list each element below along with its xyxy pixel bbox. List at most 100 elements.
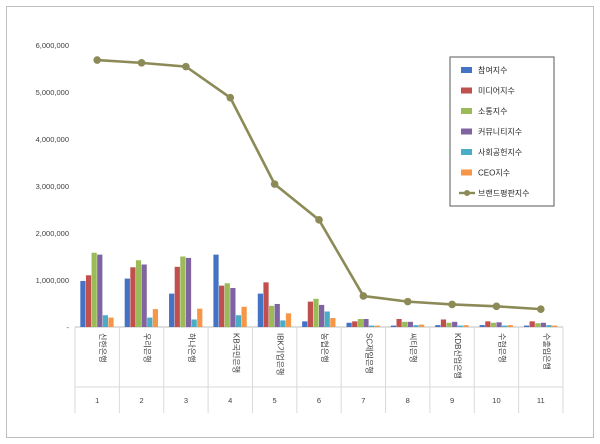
bar [457,325,463,327]
y-tick-label: 3,000,000 [36,182,69,191]
x-tick-label: 우리은행 [143,333,153,362]
line-series-group [93,56,545,313]
bar [263,282,269,327]
bar-series-group [80,252,558,327]
category-number: 8 [406,396,410,405]
bar [274,303,280,327]
bar [224,283,230,327]
y-tick-label: 4,000,000 [36,135,69,144]
bar [135,260,142,327]
line-point [492,302,501,311]
line-point [182,62,190,71]
legend-swatch [461,67,472,73]
bar [147,317,153,327]
bar [374,325,380,327]
legend-label: CEO지수 [478,169,510,178]
bar [191,319,197,327]
bar [463,325,469,327]
bar [435,325,441,327]
y-tick-label: 5,000,000 [36,88,69,97]
bar [235,315,242,327]
bar [502,325,508,327]
category-number: 9 [450,396,454,405]
bar [413,325,419,327]
legend-swatch [461,128,472,135]
bar [241,306,247,327]
bar [85,275,92,327]
y-tick-label: 6,000,000 [36,41,69,50]
bar [529,321,535,327]
bar [330,318,336,327]
bar [507,325,513,327]
bar [91,252,97,327]
x-tick-label: 농협은행 [320,333,330,362]
line-point [359,292,368,300]
chart-frame: - 1,000,000 2,000,000 3,000,000 4,000,000 5,0… [6,6,594,438]
legend-label: 브랜드평판지수 [478,188,530,198]
bar [108,317,114,327]
bar [280,320,286,327]
x-axis: 신한은행 1 우리은행 2 하나은행 3 KB국민은행 4 IBK기업은행 5 농협은행 6 SC제일은… [74,326,564,413]
line-point [315,216,323,224]
bar [407,321,413,327]
bar [368,325,375,327]
bar [230,287,236,327]
line-point [537,305,545,313]
bar [80,280,86,327]
bar [285,313,292,327]
bar [490,322,497,327]
bar [185,257,192,327]
bar [302,321,308,327]
category-number: 3 [184,396,188,405]
bar [523,325,530,327]
bar [130,267,136,327]
bar [102,315,109,327]
y-tick-label: 1,000,000 [36,276,69,285]
bar [174,266,180,327]
brand-reputation-chart: - 1,000,000 2,000,000 3,000,000 4,000,000 5,0… [36,41,564,413]
bar [496,322,502,327]
bar [269,305,275,327]
bar [552,325,558,327]
bar [169,293,175,327]
x-tick-label: KDB산업은행 [453,333,463,379]
legend-label: 소통지수 [478,107,507,116]
legend-label: 미디어지수 [478,86,515,96]
bar [546,325,552,327]
legend-label: 커뮤니티지수 [478,127,522,137]
legend-label: 사회공헌지수 [478,148,522,157]
x-tick-label: 신한은행 [98,333,108,362]
bar [452,321,458,327]
x-tick-label: 씨티은행 [409,333,419,362]
category-number: 11 [537,396,545,405]
legend-swatch [461,87,472,94]
bar [390,325,397,327]
bar [313,298,319,327]
bar [180,256,186,327]
category-number: 6 [317,396,321,405]
bar [319,304,325,327]
bar [324,311,330,327]
bar [124,278,130,327]
line-point [226,93,235,102]
bar [402,321,408,327]
legend-label: 참여지수 [478,65,507,75]
line-point [270,180,279,188]
y-axis: - 1,000,000 2,000,000 3,000,000 4,000,000 5,0… [36,41,70,332]
bar [307,301,313,327]
bar [97,254,103,327]
bar [213,254,219,327]
bar [346,322,352,327]
bar [485,321,491,327]
category-number: 2 [139,396,143,405]
line-point [93,56,101,64]
bar [141,264,147,327]
category-number: 7 [361,396,365,405]
y-tick-label: 2,000,000 [36,229,69,238]
bar [257,293,263,327]
bar [418,324,425,327]
x-tick-label: IBK기업은행 [276,333,286,375]
x-tick-label: SC제일은행 [364,333,374,374]
line-point [448,300,456,309]
